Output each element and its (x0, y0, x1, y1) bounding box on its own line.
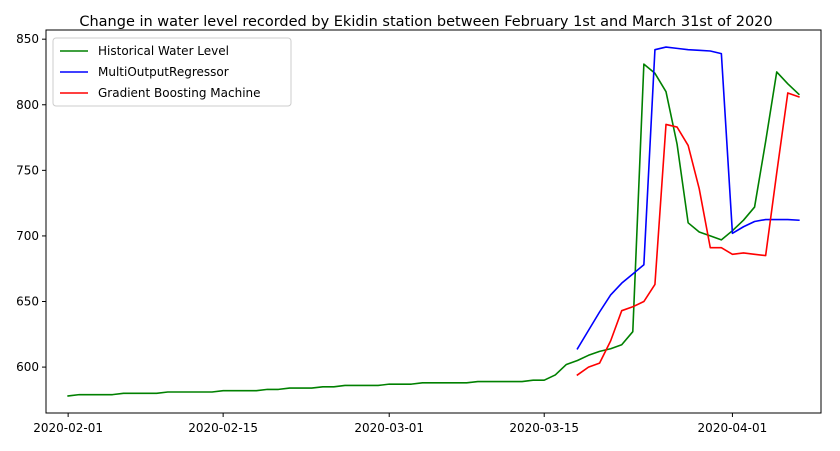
x-tick-label: 2020-03-01 (354, 421, 424, 435)
legend: Historical Water Level MultiOutputRegress… (52, 37, 292, 107)
legend-label-2: Gradient Boosting Machine (98, 86, 261, 100)
y-tick-label: 700 (16, 229, 39, 243)
y-tick-label: 650 (16, 295, 39, 309)
legend-box (52, 37, 292, 107)
plot-frame (45, 29, 822, 414)
series-line-0 (67, 63, 800, 397)
x-axis: 2020-02-01 2020-02-15 2020-03-01 2020-03-15… (33, 413, 767, 435)
x-tick-label: 2020-04-01 (698, 421, 768, 435)
legend-label-1: MultiOutputRegressor (98, 65, 229, 79)
x-tick-label: 2020-02-15 (188, 421, 258, 435)
legend-label-0: Historical Water Level (98, 44, 229, 58)
y-tick-label: 750 (16, 163, 39, 177)
plot-lines (67, 46, 800, 397)
y-tick-label: 800 (16, 98, 39, 112)
y-axis: 600 650 700 750 800 850 (16, 32, 46, 374)
y-tick-label: 850 (16, 32, 39, 46)
x-tick-label: 2020-03-15 (509, 421, 579, 435)
chart-title: Change in water level recorded by Ekidin… (79, 14, 772, 30)
x-tick-label: 2020-02-01 (33, 421, 103, 435)
y-tick-label: 600 (16, 360, 39, 374)
series-line-1 (576, 46, 800, 350)
series-line-2 (576, 92, 800, 377)
